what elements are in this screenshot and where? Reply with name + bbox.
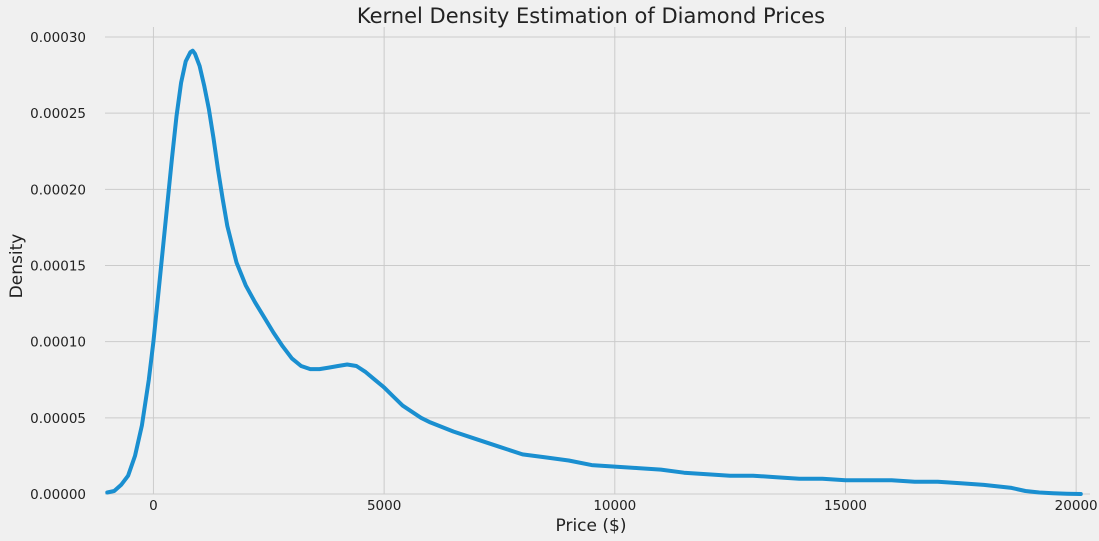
y-tick-label: 0.00025 xyxy=(30,106,86,122)
y-tick-label: 0.00020 xyxy=(30,182,86,198)
x-axis-label: Price ($) xyxy=(556,516,627,536)
chart-title: Kernel Density Estimation of Diamond Pri… xyxy=(357,4,825,28)
y-tick-label: 0.00000 xyxy=(30,487,86,503)
x-tick-label: 0 xyxy=(149,498,158,514)
density-curve xyxy=(105,48,1083,496)
grid xyxy=(105,27,1090,495)
x-tick-label: 10000 xyxy=(593,498,636,514)
x-tick-label: 20000 xyxy=(1055,498,1098,514)
y-tick-labels: 0.00000 0.00005 0.00010 0.00015 0.00020 0.000… xyxy=(30,30,86,503)
x-tick-label: 15000 xyxy=(824,498,867,514)
y-tick-label: 0.00015 xyxy=(30,259,86,275)
x-tick-labels: 0 5000 10000 15000 20000 xyxy=(149,498,1097,514)
y-axis-label: Density xyxy=(7,234,27,299)
y-tick-label: 0.00010 xyxy=(30,335,86,351)
y-tick-label: 0.00005 xyxy=(30,411,86,427)
x-tick-label: 5000 xyxy=(367,498,401,514)
y-tick-label: 0.00030 xyxy=(30,30,86,46)
